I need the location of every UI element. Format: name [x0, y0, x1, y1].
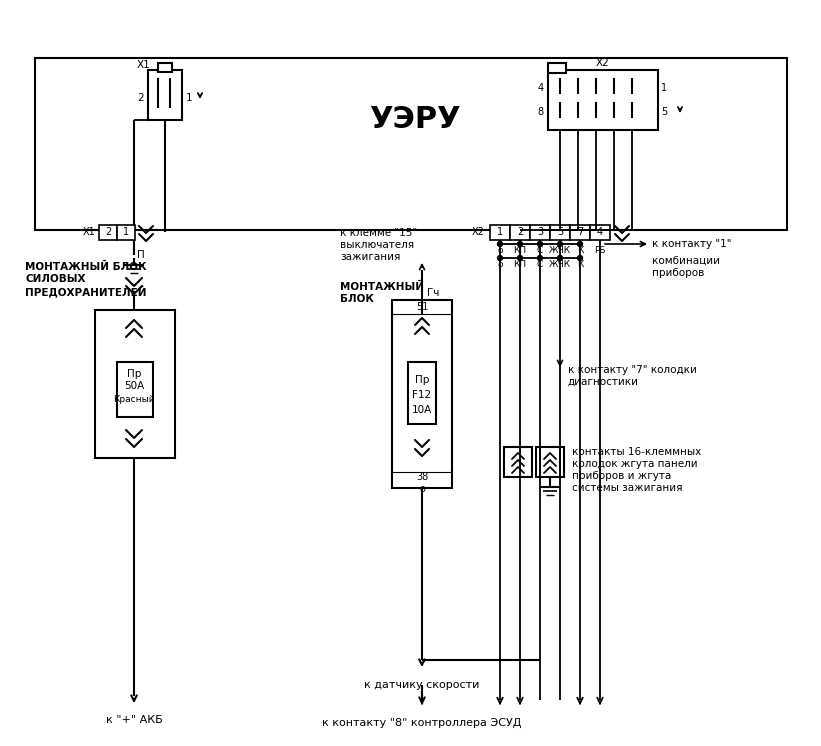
Text: 2: 2	[517, 227, 523, 237]
Text: Пр: Пр	[415, 375, 429, 385]
Text: о: о	[419, 484, 425, 494]
Text: Красный: Красный	[113, 395, 155, 404]
Text: приборов: приборов	[652, 268, 704, 278]
Text: к контакту "7" колодки: к контакту "7" колодки	[568, 365, 697, 375]
Circle shape	[538, 255, 543, 260]
Text: С: С	[537, 260, 544, 269]
Bar	[548, 63, 566, 73]
Bar	[570, 225, 590, 240]
Text: X1: X1	[82, 227, 95, 237]
Text: П: П	[137, 250, 144, 260]
Text: колодок жгута панели: колодок жгута панели	[572, 459, 698, 469]
Text: 1: 1	[497, 227, 503, 237]
Text: 10А: 10А	[412, 405, 432, 415]
Circle shape	[498, 242, 502, 246]
Text: приборов и жгута: приборов и жгута	[572, 471, 672, 481]
Text: КП: КП	[513, 260, 526, 269]
Text: F12: F12	[412, 390, 432, 400]
Text: 2: 2	[105, 227, 111, 237]
Text: 1: 1	[661, 83, 667, 93]
Text: КП: КП	[513, 246, 526, 255]
Bar	[117, 362, 153, 417]
Bar	[99, 225, 117, 240]
Text: к "+" АКБ: к "+" АКБ	[106, 715, 163, 725]
Bar	[548, 70, 658, 130]
Text: К: К	[577, 246, 583, 255]
Text: X2: X2	[472, 227, 485, 237]
Text: РБ: РБ	[594, 246, 606, 255]
Text: выключателя: выключателя	[340, 240, 414, 250]
Text: к датчику скорости: к датчику скорости	[365, 680, 479, 690]
Circle shape	[557, 242, 562, 246]
Circle shape	[577, 255, 583, 260]
Text: С: С	[537, 246, 544, 255]
Text: 1: 1	[123, 227, 129, 237]
Text: ЖЧК: ЖЧК	[549, 260, 571, 269]
Bar	[590, 225, 610, 240]
Text: 8: 8	[538, 107, 544, 117]
Text: контакты 16-клеммных: контакты 16-клеммных	[572, 447, 701, 457]
Bar	[550, 225, 570, 240]
Text: 50А: 50А	[124, 381, 144, 391]
Text: 7: 7	[577, 227, 583, 237]
Circle shape	[557, 255, 562, 260]
Text: Пр: Пр	[126, 369, 141, 379]
Text: системы зажигания: системы зажигания	[572, 483, 682, 493]
Text: о: о	[498, 246, 502, 255]
Bar	[95, 310, 175, 458]
Text: 51: 51	[415, 302, 429, 312]
Text: диагностики: диагностики	[568, 377, 639, 387]
Bar	[536, 447, 564, 477]
Text: 38: 38	[416, 472, 428, 482]
Text: УЭРУ: УЭРУ	[369, 105, 461, 134]
Circle shape	[517, 255, 522, 260]
Bar	[35, 58, 787, 230]
Text: МОНТАЖНЫЙ БЛОК: МОНТАЖНЫЙ БЛОК	[25, 262, 146, 272]
Bar	[530, 225, 550, 240]
Text: о: о	[498, 260, 502, 269]
Bar	[392, 300, 452, 488]
Bar	[408, 362, 436, 424]
Circle shape	[577, 242, 583, 246]
Bar	[490, 225, 510, 240]
Text: ЖЧК: ЖЧК	[549, 246, 571, 255]
Text: БЛОК: БЛОК	[340, 294, 374, 304]
Text: МОНТАЖНЫЙ: МОНТАЖНЫЙ	[340, 282, 424, 292]
Bar	[510, 225, 530, 240]
Circle shape	[517, 242, 522, 246]
Text: X1: X1	[137, 60, 151, 70]
Text: 1: 1	[186, 93, 193, 103]
Circle shape	[538, 242, 543, 246]
Text: СИЛОВЫХ: СИЛОВЫХ	[25, 274, 85, 284]
Text: зажигания: зажигания	[340, 252, 401, 262]
Text: к клемме "15": к клемме "15"	[340, 228, 417, 238]
Circle shape	[498, 255, 502, 260]
Text: 2: 2	[137, 93, 144, 103]
Bar	[158, 63, 172, 72]
Text: 4: 4	[538, 83, 544, 93]
Text: Гч: Гч	[427, 288, 439, 298]
Text: комбинации: комбинации	[652, 256, 720, 266]
Bar	[117, 225, 135, 240]
Text: 4: 4	[597, 227, 603, 237]
Text: 5: 5	[661, 107, 667, 117]
Text: К: К	[577, 260, 583, 269]
Bar	[148, 70, 182, 120]
Text: X2: X2	[596, 58, 610, 68]
Text: 3: 3	[537, 227, 543, 237]
Text: 5: 5	[557, 227, 563, 237]
Text: к контакту "1": к контакту "1"	[652, 239, 732, 249]
Bar	[504, 447, 532, 477]
Text: ПРЕДОХРАНИТЕЛЕЙ: ПРЕДОХРАНИТЕЛЕЙ	[25, 286, 146, 298]
Text: к контакту "8" контроллера ЭСУД: к контакту "8" контроллера ЭСУД	[323, 718, 521, 728]
